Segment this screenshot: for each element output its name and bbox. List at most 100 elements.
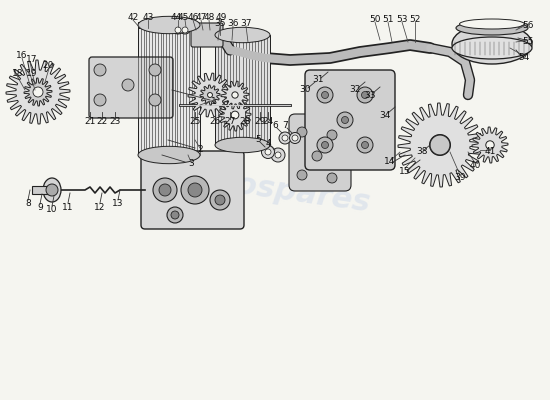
Circle shape xyxy=(317,87,333,103)
FancyBboxPatch shape xyxy=(289,114,351,191)
Circle shape xyxy=(35,89,41,95)
Ellipse shape xyxy=(43,178,61,202)
Text: 8: 8 xyxy=(25,200,31,208)
Circle shape xyxy=(167,207,183,223)
Ellipse shape xyxy=(138,16,200,34)
Text: 50: 50 xyxy=(369,16,381,24)
Circle shape xyxy=(337,112,353,128)
Circle shape xyxy=(261,146,274,158)
Circle shape xyxy=(122,79,134,91)
Text: 44: 44 xyxy=(170,14,182,22)
Circle shape xyxy=(188,183,202,197)
Polygon shape xyxy=(24,78,52,106)
Circle shape xyxy=(231,111,239,119)
Text: 10: 10 xyxy=(46,206,58,214)
Circle shape xyxy=(207,92,212,98)
Text: 45: 45 xyxy=(177,14,189,22)
Text: 17: 17 xyxy=(26,56,38,64)
Text: 40: 40 xyxy=(469,160,481,170)
Circle shape xyxy=(215,195,225,205)
Circle shape xyxy=(94,64,106,76)
Text: 21: 21 xyxy=(84,118,96,126)
Circle shape xyxy=(275,152,281,158)
Bar xyxy=(138,25,200,155)
Circle shape xyxy=(357,87,373,103)
Text: 41: 41 xyxy=(485,148,496,156)
Text: 38: 38 xyxy=(416,148,428,156)
Text: 12: 12 xyxy=(94,202,106,212)
Circle shape xyxy=(361,92,369,98)
Polygon shape xyxy=(188,73,232,117)
Bar xyxy=(32,186,50,194)
Text: 23: 23 xyxy=(109,118,120,126)
Text: 31: 31 xyxy=(312,76,324,84)
Polygon shape xyxy=(398,103,482,187)
Text: 52: 52 xyxy=(409,16,421,24)
Circle shape xyxy=(289,132,300,144)
Circle shape xyxy=(297,127,307,137)
Text: 29: 29 xyxy=(254,118,266,126)
Circle shape xyxy=(297,170,307,180)
Text: 4: 4 xyxy=(265,138,271,148)
Text: 25: 25 xyxy=(189,118,201,126)
Text: 20: 20 xyxy=(42,60,54,70)
Text: 47: 47 xyxy=(195,14,207,22)
Circle shape xyxy=(282,135,288,141)
Text: 26: 26 xyxy=(210,118,221,126)
Circle shape xyxy=(327,173,337,183)
Ellipse shape xyxy=(173,26,183,34)
Circle shape xyxy=(149,64,161,76)
Circle shape xyxy=(175,27,181,33)
Bar xyxy=(215,35,270,145)
Text: 48: 48 xyxy=(204,14,214,22)
Circle shape xyxy=(153,178,177,202)
Circle shape xyxy=(486,141,494,149)
Circle shape xyxy=(322,92,328,98)
Circle shape xyxy=(205,90,215,100)
Text: 27: 27 xyxy=(224,118,236,126)
Circle shape xyxy=(171,211,179,219)
Circle shape xyxy=(327,130,337,140)
Text: 7: 7 xyxy=(282,122,288,130)
Circle shape xyxy=(361,142,369,148)
Text: 6: 6 xyxy=(272,122,278,130)
Text: 22: 22 xyxy=(96,118,108,126)
Circle shape xyxy=(312,151,322,161)
Text: 14: 14 xyxy=(384,158,395,166)
Text: 1: 1 xyxy=(211,98,217,106)
Circle shape xyxy=(182,27,188,33)
Text: 3: 3 xyxy=(188,160,194,168)
Text: 13: 13 xyxy=(112,200,124,208)
Text: 18: 18 xyxy=(12,70,24,78)
Text: 11: 11 xyxy=(62,202,74,212)
Text: 53: 53 xyxy=(396,16,408,24)
Ellipse shape xyxy=(456,21,528,35)
Circle shape xyxy=(279,132,291,144)
Circle shape xyxy=(430,134,450,156)
Polygon shape xyxy=(221,81,249,109)
Text: 35: 35 xyxy=(214,20,225,28)
Polygon shape xyxy=(200,85,220,105)
Circle shape xyxy=(181,176,209,204)
Circle shape xyxy=(94,94,106,106)
Text: 46: 46 xyxy=(188,14,199,22)
Ellipse shape xyxy=(452,24,532,64)
Text: 24: 24 xyxy=(262,118,274,126)
Text: 34: 34 xyxy=(379,110,390,120)
Text: 16: 16 xyxy=(16,52,28,60)
Circle shape xyxy=(322,142,328,148)
Text: 51: 51 xyxy=(382,16,394,24)
Circle shape xyxy=(292,135,298,141)
FancyBboxPatch shape xyxy=(191,23,223,47)
FancyBboxPatch shape xyxy=(89,57,173,118)
Text: 49: 49 xyxy=(215,14,227,22)
Bar xyxy=(138,22,158,28)
Circle shape xyxy=(30,84,46,100)
Text: 36: 36 xyxy=(227,20,239,28)
Polygon shape xyxy=(6,60,70,124)
Ellipse shape xyxy=(459,19,525,29)
Text: 32: 32 xyxy=(349,86,361,94)
Text: 39: 39 xyxy=(454,172,466,182)
Circle shape xyxy=(265,149,271,155)
FancyBboxPatch shape xyxy=(305,70,395,170)
